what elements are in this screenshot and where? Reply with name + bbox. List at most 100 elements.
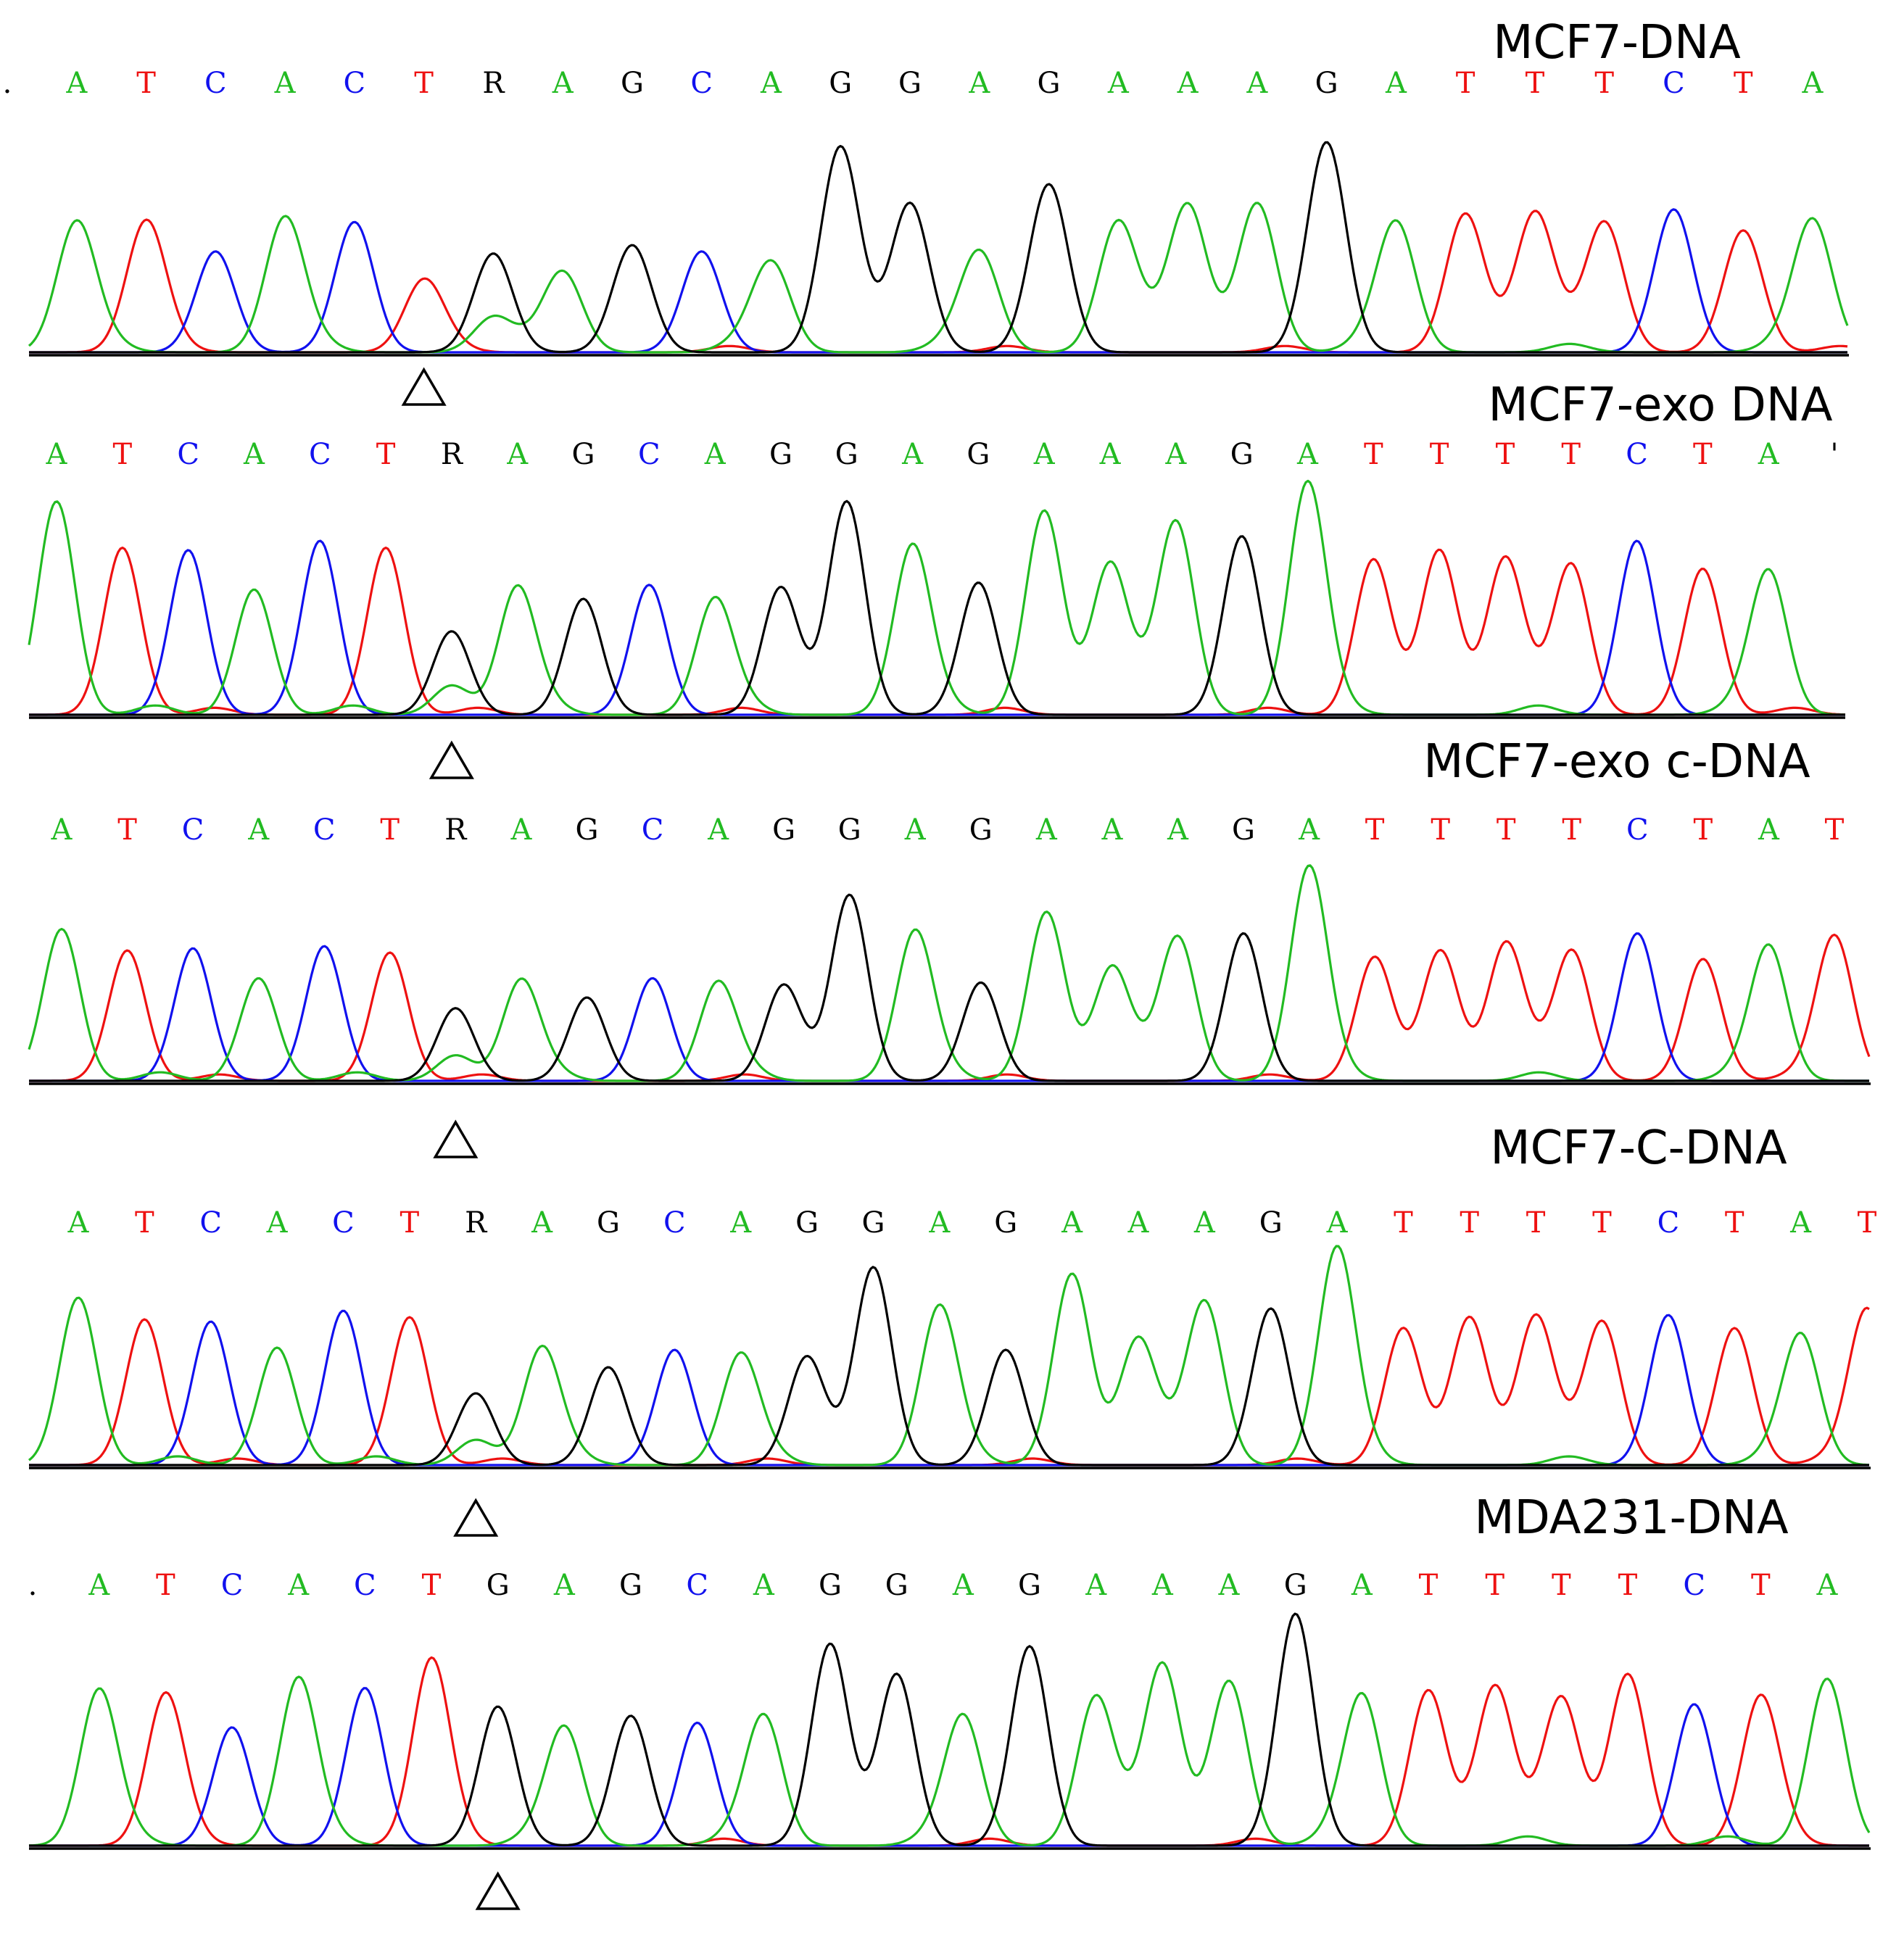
base-call: A [1035, 813, 1058, 847]
base-call: G [967, 438, 990, 471]
base-call: C [204, 67, 227, 100]
trace-a [28, 1661, 1871, 1847]
chromatogram-panel: MDA231-DNA. A T C A C T G A G C A G G A G A A A G A T T T T C T A [28, 1491, 1871, 1910]
base-call: A [760, 67, 782, 100]
base-call: T [400, 1206, 420, 1240]
base-call: A [243, 438, 265, 471]
base-call: . [3, 67, 12, 100]
chromatogram-panel: MCF7-exo DNA A T C A C T R A G C A G G A G A A A G A T T T T C T A ' [28, 378, 1846, 779]
base-call: A [753, 1569, 775, 1602]
base-call: G [1232, 813, 1255, 847]
base-call: A [1758, 438, 1780, 471]
base-call: T [1734, 67, 1753, 100]
base-call: T [156, 1569, 175, 1602]
panel-title: MCF7-exo c-DNA [1423, 735, 1810, 789]
base-call: A [46, 438, 68, 471]
trace-a [28, 1245, 1870, 1467]
base-call: A [1246, 67, 1268, 100]
base-call: A [1177, 67, 1199, 100]
base-call: T [1751, 1569, 1771, 1602]
base-call: C [690, 67, 713, 100]
trace-g [29, 499, 1845, 716]
base-call: C [354, 1569, 376, 1602]
base-call: A [274, 67, 297, 100]
base-call: A [928, 1206, 951, 1240]
base-call: T [117, 813, 137, 847]
base-call: G [994, 1206, 1017, 1240]
base-call: C [313, 813, 336, 847]
base-call: A [1351, 1569, 1373, 1602]
base-call: A [1298, 813, 1320, 847]
base-call: T [1365, 813, 1385, 847]
trace-t [29, 1306, 1870, 1467]
base-call: G [772, 813, 795, 847]
base-call: G [619, 1569, 642, 1602]
trace-a [28, 479, 1846, 716]
base-call: T [1431, 813, 1450, 847]
base-call: C [1683, 1569, 1705, 1602]
base-call: G [829, 67, 852, 100]
base-call: T [1594, 67, 1614, 100]
base-call: A [952, 1569, 974, 1602]
base-call: T [376, 438, 396, 471]
panel-title: MCF7-C-DNA [1490, 1121, 1787, 1175]
base-call: A [1802, 67, 1824, 100]
base-call: G [1230, 438, 1254, 471]
base-call: A [1789, 1206, 1812, 1240]
trace-c [29, 1687, 1869, 1847]
base-call: T [1526, 1206, 1546, 1240]
base-call: R [465, 1206, 488, 1240]
base-call: A [531, 1206, 553, 1240]
base-call: R [444, 813, 468, 847]
trace-g [29, 1612, 1869, 1847]
base-call: T [1858, 1206, 1877, 1240]
base-call: C [309, 438, 331, 471]
trace-a [28, 864, 1869, 1082]
base-call: A [266, 1206, 289, 1240]
base-call: C [332, 1206, 355, 1240]
base-call: T [1693, 438, 1713, 471]
base-call: G [575, 813, 598, 847]
base-call: G [621, 67, 644, 100]
base-call: A [247, 813, 270, 847]
base-call: A [707, 813, 729, 847]
base-call: T [1725, 1206, 1744, 1240]
base-call: A [1061, 1206, 1083, 1240]
base-call: T [1562, 813, 1581, 847]
base-call: A [1218, 1569, 1241, 1602]
base-call: A [1151, 1569, 1174, 1602]
base-call: A [1033, 438, 1056, 471]
variant-marker-icon [433, 1119, 479, 1158]
base-call: T [136, 67, 156, 100]
trace-g [29, 1266, 1869, 1467]
base-call: G [819, 1569, 842, 1602]
base-call: C [642, 813, 664, 847]
base-call: C [344, 67, 366, 100]
base-call: G [572, 438, 595, 471]
base-call: C [1657, 1206, 1680, 1240]
base-call: A [1167, 813, 1189, 847]
base-call: G [898, 67, 922, 100]
base-call: G [838, 813, 861, 847]
base-call: C [177, 438, 199, 471]
base-call: T [414, 67, 434, 100]
base-call: T [1694, 813, 1713, 847]
base-call: A [553, 1569, 576, 1602]
base-call: A [510, 813, 532, 847]
base-call: C [686, 1569, 708, 1602]
base-call: C [221, 1569, 244, 1602]
base-call: G [1038, 67, 1061, 100]
base-call: A [1193, 1206, 1216, 1240]
base-call: A [968, 67, 990, 100]
base-call: C [663, 1206, 686, 1240]
base-call: A [1326, 1206, 1349, 1240]
panel-title: MCF7-exo DNA [1488, 378, 1832, 432]
base-call: C [199, 1206, 222, 1240]
base-call: A [1164, 438, 1187, 471]
base-call: C [1663, 67, 1685, 100]
base-call: A [1816, 1569, 1839, 1602]
base-call: G [1315, 67, 1338, 100]
base-call: A [88, 1569, 110, 1602]
